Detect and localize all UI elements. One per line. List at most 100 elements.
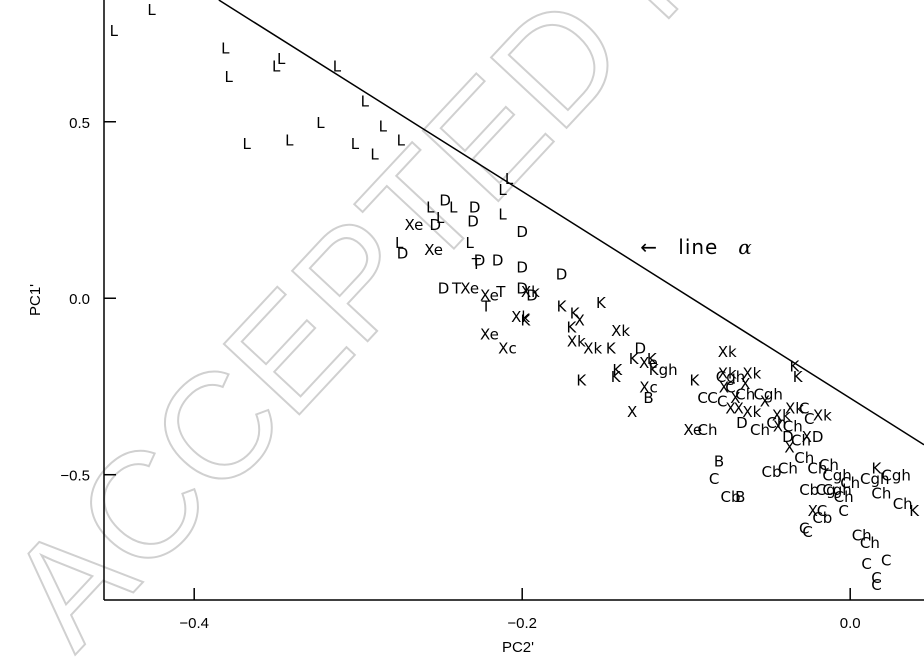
data-point: Ch [750,421,770,439]
data-point: Xc [498,340,517,358]
data-point: D [438,280,450,298]
data-point: D [526,287,538,305]
data-point: D [556,266,568,284]
data-point: Ch [834,488,854,506]
data-point: XD [802,428,824,446]
data-point: Ch [698,421,718,439]
axis-labels: PC2' PC1' [27,284,534,656]
data-point: Ch [893,495,913,513]
data-point: K [872,460,883,478]
data-point: L [110,22,119,40]
data-point: Ch [794,449,814,467]
data-point: L [147,1,156,19]
data-point: D [736,414,748,432]
data-point: Xk [742,364,761,382]
data-point: T [451,280,462,298]
data-point: Ch [791,431,811,449]
data-point: L [397,131,406,149]
data-point: Ch [766,414,786,432]
data-point: Ch [852,527,872,545]
data-point: L [361,93,370,111]
data-point: X [730,389,740,407]
data-point: T [495,283,506,301]
y-tick-label: −0.5 [60,468,90,485]
data-point: L [277,50,286,68]
line-alpha [218,0,924,446]
data-point: L [436,209,445,227]
axes: −0.4 −0.2 0.0 −0.5 0.0 0.5 [60,0,924,632]
annotation-greek: α [738,235,752,259]
data-point: Ch [807,460,827,478]
data-point: C [799,520,809,538]
data-point: K [689,371,700,389]
data-point: K [647,350,658,368]
y-axis-title: PC1' [27,284,44,316]
data-point: L [351,135,360,153]
data-point: Xk [567,333,586,351]
data-point: C [799,400,809,418]
data-point: Cgh [716,368,746,386]
data-point: Xk [611,322,630,340]
data-point: Ch [860,534,880,552]
data-point: L [333,57,342,75]
data-point: Kgh [649,361,678,379]
data-point: K [790,357,801,375]
data-point: D [634,340,646,358]
data-point: K [570,304,581,322]
data-point: X [725,400,735,418]
data-point: C [804,410,814,428]
data-point: L [285,131,294,149]
data-point: Cgh [753,386,783,404]
data-point: Cb [720,488,740,506]
data-point: Xk [772,407,791,425]
data-point: Cb [761,463,781,481]
data-point: C [707,389,717,407]
data-point: D [397,244,409,262]
y-tick-label: 0.0 [69,291,90,308]
annotation-text: line [678,235,718,259]
data-point: C [871,576,881,594]
data-point: C [697,389,707,407]
data-point: K [566,318,577,336]
data-point: K [576,371,587,389]
x-tick-label: −0.4 [179,615,209,632]
data-point: L [370,146,379,164]
data-point: L [505,170,514,188]
data-point: Xc [639,378,658,396]
data-point: Ch [840,474,860,492]
data-point: K [629,350,640,368]
data-point: Cg [816,481,836,499]
data-point: Xk [718,343,737,361]
data-point: XC [808,502,828,520]
data-point: X [740,375,750,393]
data-point: Xk [718,364,737,382]
data-point: L [449,198,458,216]
data-point: Ch [735,386,755,404]
data-point: D [516,223,528,241]
data-point: Cgh [881,467,911,485]
data-point: K [611,368,622,386]
data-point: X [574,311,584,329]
data-point: T [471,255,482,273]
data-point: Xe [405,216,424,234]
data-point: Xk [813,407,832,425]
data-point: L [221,40,230,58]
data-point: K [557,297,568,315]
data-point: D [492,251,504,269]
data-point: L [243,135,252,153]
data-point: K [606,340,617,358]
data-point: D [439,191,451,209]
data-point: X [773,417,783,435]
data-point: Xe [480,326,499,344]
data-point: K [909,502,920,520]
data-point: Ch [819,456,839,474]
data-point: K [793,368,804,386]
data-point: X [784,438,794,456]
data-point: L [498,181,507,199]
data-point: Cb [799,481,819,499]
data-point: Ch [871,484,891,502]
data-point: C [717,393,727,411]
data-point: L [426,198,435,216]
data-point: C [861,555,871,573]
data-point: C [802,523,812,541]
